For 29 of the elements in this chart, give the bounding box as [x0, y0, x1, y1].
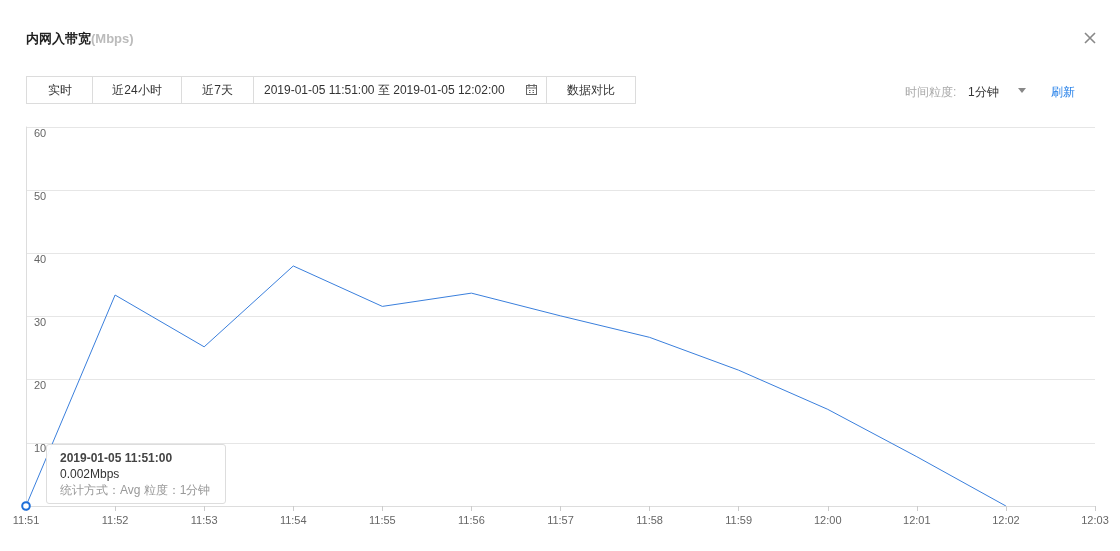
- x-tick-label: 11:51: [12, 513, 40, 526]
- x-tick-label: 12:01: [903, 513, 931, 526]
- text: 近24小时: [92, 76, 182, 104]
- x-tick-label: 11:59: [725, 513, 753, 526]
- text: 刷新: [1051, 84, 1075, 101]
- text: 实时: [26, 76, 93, 104]
- text: 2019-01-05 11:51:00 至 2019-01-05 12:02:00: [264, 81, 505, 99]
- y-tick-label: 40: [34, 252, 47, 265]
- annotation: 2019-01-05 11:51:00 0.002Mbps 统计方式：Avg 粒度：1分钟: [60, 450, 212, 498]
- y-tick-label: 60: [34, 126, 47, 139]
- x-tick-label: 11:53: [190, 513, 218, 526]
- x-tick-label: 11:56: [458, 513, 485, 526]
- x-tick-label: 12:02: [992, 513, 1020, 526]
- x-tick-label: 11:54: [279, 513, 307, 526]
- text: 数据对比: [546, 76, 636, 104]
- x-tick-label: 11:57: [547, 513, 574, 526]
- text: 近7天: [181, 76, 254, 104]
- x-tick-label: 11:55: [368, 513, 396, 526]
- y-tick-label: 50: [34, 189, 47, 202]
- text: 时间粒度:: [905, 84, 957, 101]
- x-tick-label: 11:58: [636, 513, 663, 526]
- y-tick-label: 20: [34, 379, 47, 392]
- y-tick-label: 10: [34, 442, 47, 455]
- text: 1分钟: [968, 84, 999, 101]
- x-tick-label: 12:03: [1081, 513, 1109, 526]
- chart-title: 内网入带宽(Mbps): [26, 30, 134, 48]
- x-tick-label: 11:52: [101, 513, 129, 526]
- x-tick-label: 12:00: [813, 513, 842, 526]
- y-tick-label: 30: [34, 316, 47, 328]
